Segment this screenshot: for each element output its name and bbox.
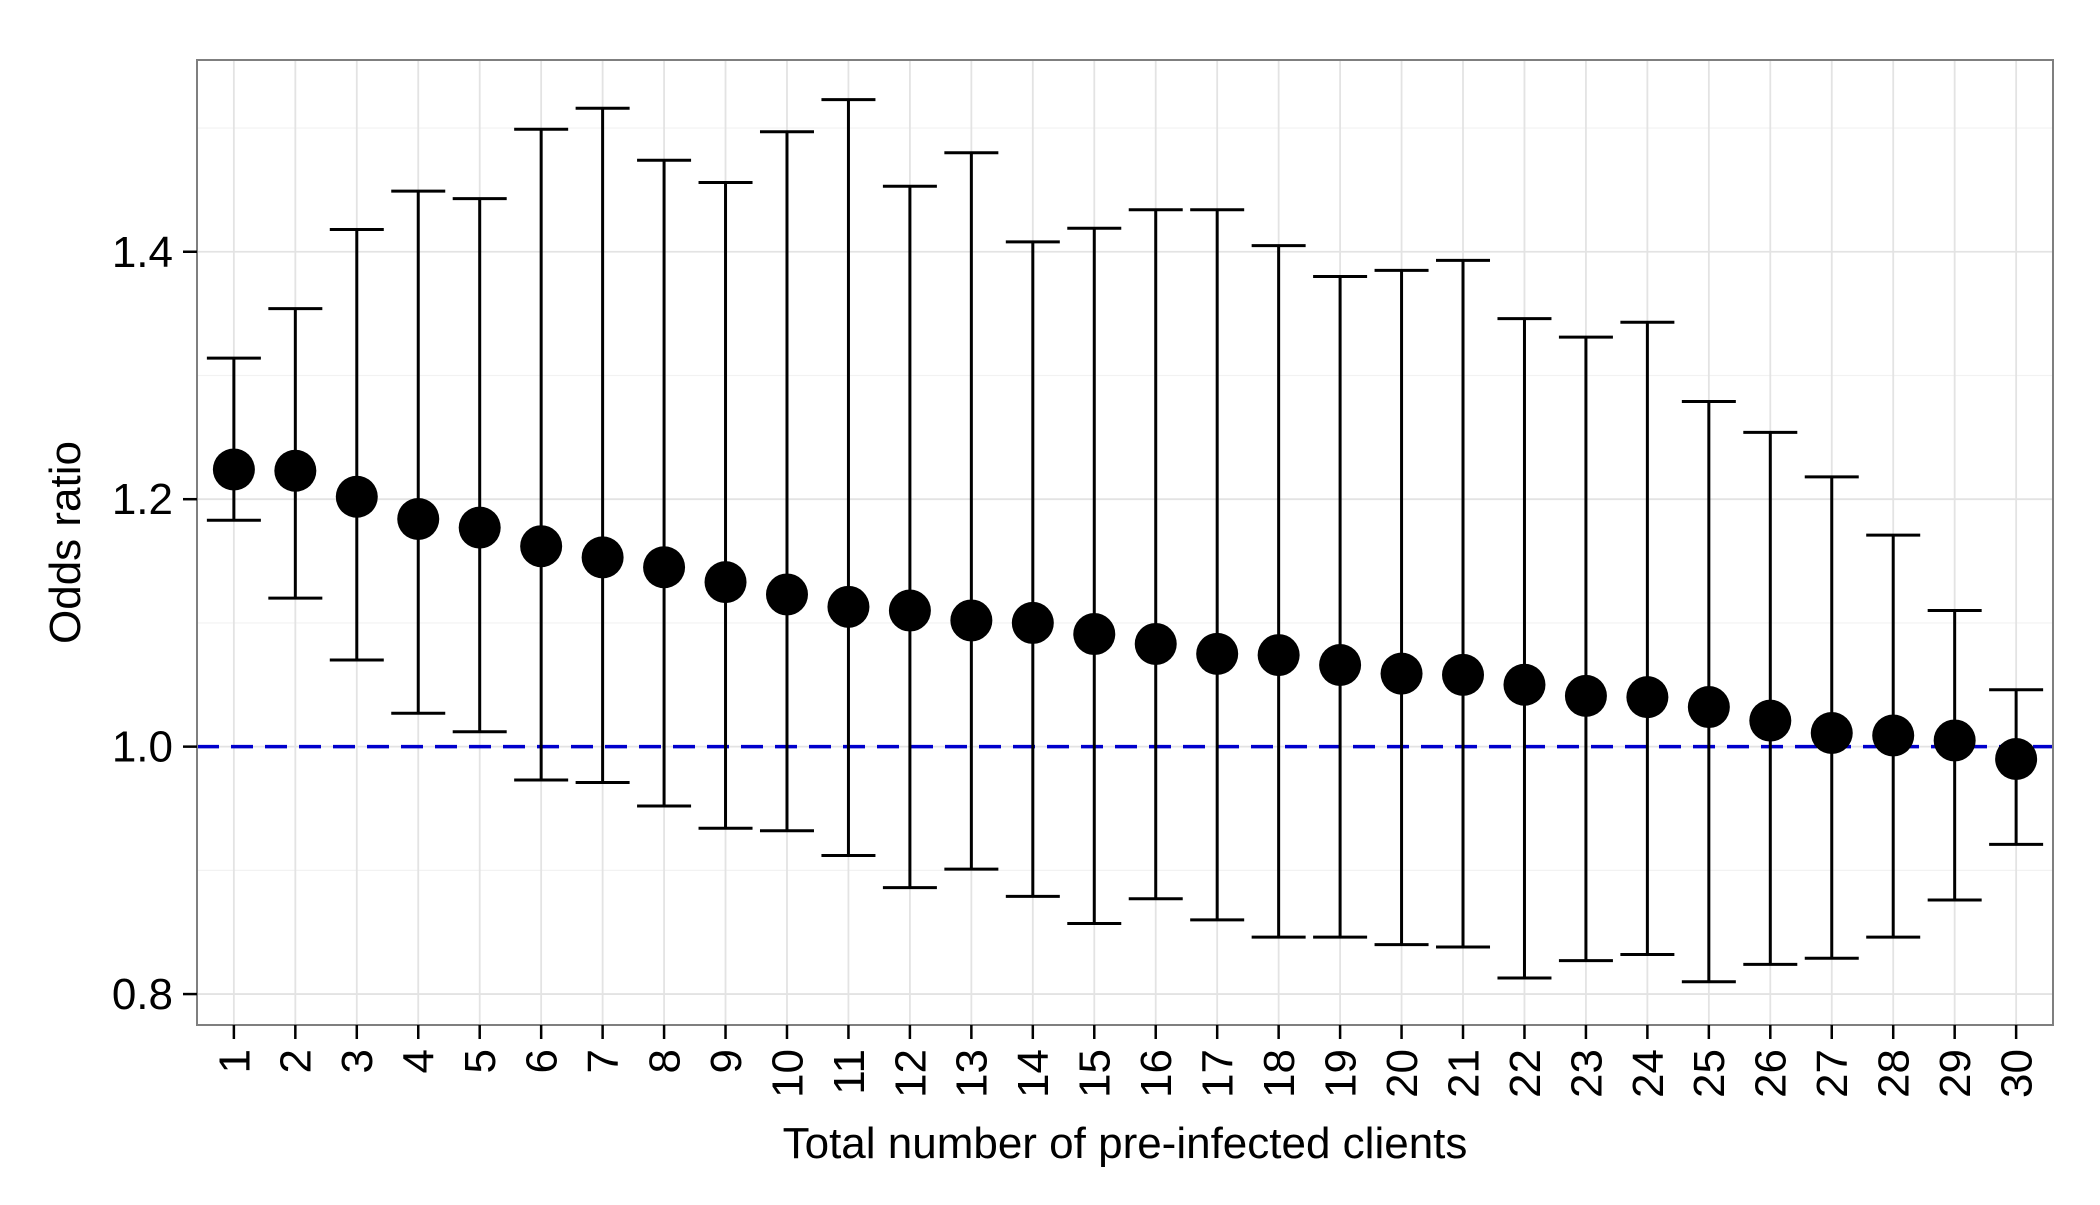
x-tick-label: 21: [1439, 1049, 1488, 1098]
x-tick-label: 26: [1747, 1049, 1796, 1098]
x-tick-label: 14: [1009, 1049, 1058, 1098]
y-axis-title: Odds ratio: [41, 441, 90, 644]
x-tick-label: 7: [579, 1049, 628, 1073]
data-point: [458, 506, 501, 549]
plot-panel: [197, 60, 2053, 1025]
data-point: [1011, 601, 1054, 644]
error-bar: [698, 180, 753, 830]
error-bar: [452, 197, 507, 734]
x-tick-label: 22: [1501, 1049, 1550, 1098]
x-tick-label: 10: [763, 1049, 812, 1098]
y-tick-label: 1.0: [112, 723, 173, 772]
error-bar: [1313, 275, 1368, 939]
data-point: [1073, 613, 1116, 656]
data-point: [827, 585, 870, 628]
x-tick-label: 28: [1870, 1049, 1919, 1098]
data-point: [765, 573, 808, 616]
data-point: [1319, 643, 1362, 686]
x-tick-label: 1: [210, 1049, 259, 1073]
x-tick-label: 27: [1808, 1049, 1857, 1098]
data-point: [643, 546, 686, 589]
y-axis: 0.8 1.0 1.2 1.4: [112, 228, 197, 1019]
data-points: [212, 448, 2038, 781]
y-tick-label: 1.4: [112, 228, 173, 277]
error-bar: [1251, 244, 1306, 939]
error-bar: [1005, 240, 1060, 898]
x-tick-label: 25: [1685, 1049, 1734, 1098]
x-tick-label: 16: [1132, 1049, 1181, 1098]
data-point: [1995, 738, 2038, 781]
data-point: [1564, 674, 1607, 717]
data-point: [1749, 699, 1792, 742]
error-bar: [1743, 430, 1798, 966]
data-point: [274, 449, 317, 492]
data-point: [1134, 622, 1177, 665]
data-point: [1196, 632, 1239, 675]
error-bar: [391, 189, 446, 715]
error-bar: [1067, 226, 1122, 926]
x-tick-label: 6: [518, 1049, 567, 1073]
data-point: [581, 536, 624, 579]
data-point: [1933, 719, 1976, 762]
x-axis-title: Total number of pre-infected clients: [783, 1119, 1468, 1168]
x-tick-label: 19: [1316, 1049, 1365, 1098]
data-point: [335, 475, 378, 518]
x-tick-label: 8: [640, 1049, 689, 1073]
data-point: [1380, 652, 1423, 695]
error-bar: [1190, 208, 1245, 922]
error-bar: [1128, 208, 1183, 901]
data-point: [1687, 686, 1730, 729]
x-tick-label: 5: [456, 1049, 505, 1073]
x-tick-label: 20: [1378, 1049, 1427, 1098]
error-bar: [759, 130, 814, 833]
error-bar: [206, 356, 261, 522]
x-tick-label: 4: [395, 1049, 444, 1073]
error-bar: [1436, 258, 1491, 949]
data-point: [1442, 653, 1485, 696]
error-bar: [882, 184, 937, 890]
data-point: [1810, 712, 1853, 755]
x-tick-label: 29: [1931, 1049, 1980, 1098]
x-tick-label: 2: [272, 1049, 321, 1073]
plot-border: [196, 59, 2054, 1026]
data-point: [888, 589, 931, 632]
data-point: [520, 525, 563, 568]
error-bar: [1374, 268, 1429, 947]
data-point: [1257, 634, 1300, 677]
error-bar: [575, 106, 630, 785]
x-axis: 1 2 3 4 5 6 7 8 9 10 11 12 13 14 15 16 17 18 19 20 21 22 23 24 2…: [210, 1025, 2042, 1098]
error-bar: [1558, 335, 1613, 963]
data-point: [1503, 663, 1546, 706]
error-bar: [329, 227, 384, 662]
error-bar: [1497, 317, 1552, 980]
x-tick-label: 15: [1071, 1049, 1120, 1098]
x-tick-label: 30: [1993, 1049, 2042, 1098]
minor-gridlines: [197, 127, 2053, 871]
error-bar: [944, 151, 999, 871]
error-bar: [514, 127, 569, 782]
error-bar: [1620, 320, 1675, 956]
error-bar: [821, 98, 876, 858]
error-bar: [637, 158, 692, 808]
x-tick-label: 17: [1194, 1049, 1243, 1098]
x-tick-label: 13: [948, 1049, 997, 1098]
data-point: [1626, 676, 1669, 719]
x-tick-label: 12: [886, 1049, 935, 1098]
data-point: [950, 599, 993, 642]
data-point: [397, 497, 440, 540]
x-tick-label: 11: [825, 1049, 874, 1095]
data-point: [1872, 714, 1915, 757]
x-tick-label: 23: [1562, 1049, 1611, 1098]
x-tick-label: 18: [1255, 1049, 1304, 1098]
x-tick-label: 24: [1624, 1049, 1673, 1098]
x-tick-label: 3: [333, 1049, 382, 1073]
y-tick-label: 1.2: [112, 475, 173, 524]
x-tick-label: 9: [702, 1049, 751, 1073]
y-tick-label: 0.8: [112, 970, 173, 1019]
data-point: [212, 448, 255, 491]
data-point: [704, 561, 747, 604]
